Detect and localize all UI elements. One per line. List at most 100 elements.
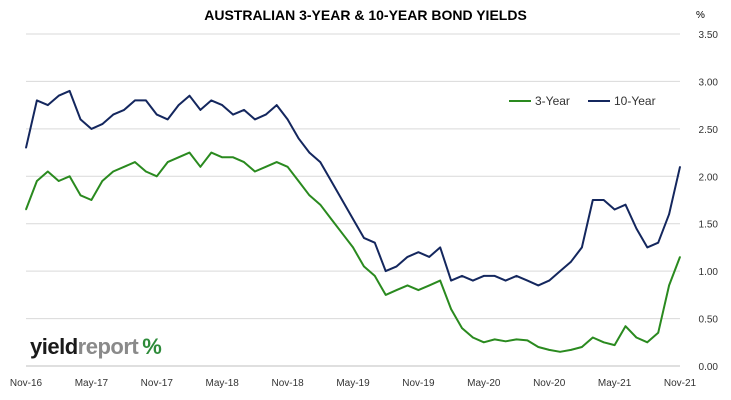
data-point <box>254 170 256 173</box>
y-tick-label: 1.00 <box>699 267 719 278</box>
data-point <box>483 341 485 344</box>
data-point <box>25 208 27 211</box>
data-point <box>232 113 234 116</box>
yieldreport-logo: yieldreport% <box>30 334 162 359</box>
data-point <box>25 147 27 149</box>
x-tick-label: Nov-17 <box>141 378 174 389</box>
data-point <box>156 113 158 116</box>
data-point <box>232 156 234 159</box>
y-tick-label: 1.50 <box>699 220 719 231</box>
data-point <box>177 156 180 159</box>
data-point <box>635 227 638 230</box>
data-point <box>570 349 572 351</box>
data-point <box>145 170 147 173</box>
data-point <box>624 203 627 206</box>
data-point <box>613 344 616 346</box>
data-point <box>210 99 213 102</box>
data-point <box>559 270 561 272</box>
data-point <box>286 118 289 121</box>
data-point <box>363 265 365 268</box>
data-point <box>90 128 93 130</box>
data-point <box>493 275 496 277</box>
data-point <box>352 218 354 220</box>
logo-word-yield: yield <box>30 334 78 359</box>
data-point <box>439 246 442 249</box>
data-point <box>101 180 104 182</box>
data-point <box>526 279 529 282</box>
x-tick-label: May-20 <box>467 378 501 389</box>
x-tick-label: Nov-16 <box>10 378 43 389</box>
x-tick-label: May-21 <box>598 378 632 389</box>
data-point <box>657 241 659 244</box>
data-point <box>384 294 387 296</box>
x-axis-ticks: Nov-16 May-17 Nov-17 May-18 Nov-18 May-19 Nov-… <box>10 378 697 389</box>
data-point <box>199 109 202 111</box>
data-point <box>330 180 333 182</box>
data-point <box>90 199 93 201</box>
data-point <box>657 332 659 334</box>
data-point <box>166 118 169 121</box>
percent-icon: % <box>142 334 162 359</box>
data-point <box>417 251 420 253</box>
y-tick-label: 3.50 <box>699 30 719 41</box>
data-point <box>134 161 136 163</box>
data-point <box>123 109 125 111</box>
data-point <box>428 256 431 258</box>
data-point <box>515 275 518 277</box>
data-point <box>581 246 583 249</box>
data-point <box>243 161 245 163</box>
data-point <box>570 260 572 263</box>
data-point <box>679 256 681 258</box>
data-point <box>36 99 38 102</box>
data-point <box>406 256 409 258</box>
data-point <box>504 279 507 282</box>
data-point <box>537 284 540 287</box>
data-point <box>592 199 594 201</box>
data-point <box>461 275 463 277</box>
data-point <box>374 241 376 244</box>
data-point <box>548 349 550 351</box>
data-point <box>57 180 60 182</box>
data-point <box>177 104 180 106</box>
data-point <box>36 180 38 182</box>
data-point <box>308 194 311 197</box>
series-10-year <box>25 89 681 287</box>
data-point <box>592 336 594 339</box>
data-point <box>417 289 420 291</box>
x-tick-label: Nov-18 <box>271 378 304 389</box>
data-point <box>679 166 681 168</box>
data-point <box>395 265 398 268</box>
data-point <box>384 270 387 272</box>
y-axis-ticks: 0.00 0.50 1.00 1.50 2.00 2.50 3.00 3.50 <box>699 30 719 373</box>
data-point <box>461 327 463 329</box>
y-tick-label: 3.00 <box>699 77 719 88</box>
data-point <box>395 289 398 291</box>
series-line <box>25 89 681 287</box>
data-point <box>602 199 605 201</box>
data-point <box>450 308 452 310</box>
data-point <box>493 338 496 341</box>
data-point <box>199 166 202 168</box>
data-point <box>450 279 452 282</box>
data-point <box>243 109 245 111</box>
x-tick-label: Nov-19 <box>402 378 435 389</box>
data-point <box>47 170 49 173</box>
data-point <box>581 346 583 348</box>
data-point <box>134 99 136 102</box>
data-point <box>188 151 191 154</box>
data-point <box>635 336 638 339</box>
data-point <box>341 199 343 201</box>
data-point <box>624 325 627 328</box>
y-tick-label: 2.50 <box>699 125 719 136</box>
data-point <box>145 99 147 102</box>
data-point <box>166 161 169 163</box>
data-point <box>112 170 114 173</box>
data-point <box>341 232 343 234</box>
data-point <box>297 137 300 140</box>
series-line <box>25 151 681 353</box>
series-3-year <box>25 151 681 353</box>
data-point <box>275 161 278 163</box>
data-point <box>68 90 71 92</box>
data-point <box>472 279 474 282</box>
